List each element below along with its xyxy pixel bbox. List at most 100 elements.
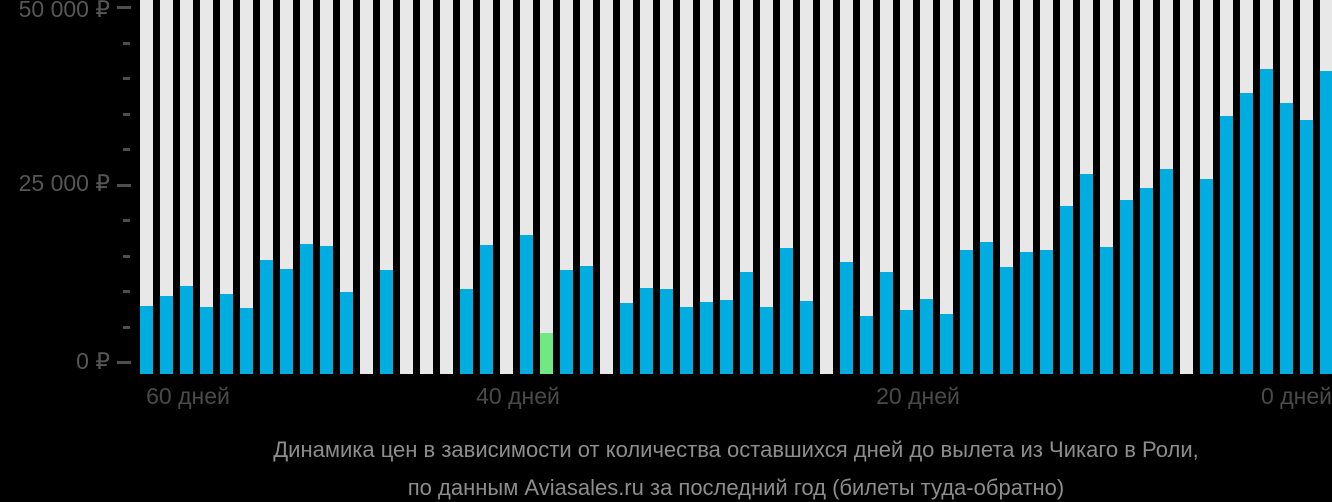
price-bar[interactable] — [920, 299, 933, 374]
day-column-bg — [940, 0, 953, 374]
day-column-bg — [900, 0, 913, 374]
y-axis-major-tick — [117, 6, 131, 9]
day-column-bg — [600, 0, 613, 374]
day-column-bg — [800, 0, 813, 374]
price-bar[interactable] — [580, 265, 593, 374]
y-axis-minor-tick — [123, 254, 130, 258]
price-bar[interactable] — [480, 245, 493, 374]
price-bar[interactable] — [1060, 205, 1073, 374]
price-bar[interactable] — [680, 307, 693, 374]
price-bar[interactable] — [960, 250, 973, 374]
price-bar[interactable] — [940, 314, 953, 374]
day-column-bg — [360, 0, 373, 374]
day-column-bg — [420, 0, 433, 374]
x-axis-label-20-days: 20 дней — [876, 383, 960, 409]
price-bar-lowest[interactable] — [540, 332, 553, 374]
price-bar[interactable] — [1080, 174, 1093, 374]
y-axis-label-50000: 50 000 ₽ — [18, 0, 110, 22]
price-bar[interactable] — [380, 270, 393, 374]
price-bar[interactable] — [1220, 116, 1233, 374]
price-bar[interactable] — [300, 243, 313, 374]
day-column-bg — [440, 0, 453, 374]
day-column-bg — [220, 0, 233, 374]
price-bar[interactable] — [1040, 250, 1053, 374]
price-bar[interactable] — [180, 285, 193, 374]
y-axis-major-tick — [117, 361, 131, 364]
y-axis-label-0: 0 ₽ — [76, 348, 110, 374]
day-column-bg — [1180, 0, 1193, 374]
day-column-bg — [920, 0, 933, 374]
price-bar[interactable] — [320, 246, 333, 374]
day-column-bg — [200, 0, 213, 374]
price-bar[interactable] — [900, 309, 913, 374]
x-axis-label-60-days: 60 дней — [146, 383, 230, 409]
price-bar[interactable] — [240, 307, 253, 374]
day-column-bg — [140, 0, 153, 374]
price-bar[interactable] — [760, 307, 773, 374]
price-bar[interactable] — [280, 268, 293, 374]
y-axis-label-25000: 25 000 ₽ — [18, 170, 110, 196]
price-bar[interactable] — [1140, 187, 1153, 374]
price-bar[interactable] — [840, 261, 853, 374]
day-column-bg — [820, 0, 833, 374]
y-axis-minor-tick — [123, 290, 130, 293]
day-column-bg — [160, 0, 173, 374]
price-bar[interactable] — [860, 315, 873, 374]
price-bar[interactable] — [1100, 246, 1113, 374]
price-bar[interactable] — [1320, 71, 1332, 374]
price-bar[interactable] — [1000, 267, 1013, 374]
y-axis-major-tick — [117, 183, 131, 187]
y-axis-minor-tick — [123, 148, 130, 151]
day-column-bg — [700, 0, 713, 374]
y-axis-minor-tick — [123, 219, 130, 222]
price-bar[interactable] — [1300, 120, 1313, 374]
day-column-bg — [460, 0, 473, 374]
day-column-bg — [660, 0, 673, 374]
price-bar[interactable] — [160, 295, 173, 374]
x-axis-label-0-days: 0 дней — [1261, 383, 1332, 409]
price-bar[interactable] — [1260, 68, 1273, 374]
y-axis-minor-tick — [123, 77, 130, 80]
price-bar[interactable] — [640, 287, 653, 374]
price-bar[interactable] — [220, 294, 233, 374]
y-axis-minor-tick — [123, 41, 130, 45]
price-bar[interactable] — [140, 305, 153, 374]
chart-subtitle: по данным Aviasales.ru за последний год … — [407, 475, 1065, 500]
price-bar[interactable] — [620, 302, 633, 374]
day-column-bg — [760, 0, 773, 374]
price-bar[interactable] — [1020, 251, 1033, 374]
day-column-bg — [620, 0, 633, 374]
day-column-bg — [680, 0, 693, 374]
price-bar[interactable] — [340, 292, 353, 374]
price-bar[interactable] — [460, 289, 473, 374]
price-bar[interactable] — [720, 300, 733, 374]
price-bar[interactable] — [780, 248, 793, 374]
y-axis-minor-tick — [123, 325, 130, 329]
price-bar[interactable] — [1280, 103, 1293, 374]
y-axis-minor-tick — [123, 112, 130, 116]
price-bar[interactable] — [520, 234, 533, 374]
price-bar[interactable] — [260, 260, 273, 374]
price-bar[interactable] — [1120, 199, 1133, 374]
price-bar[interactable] — [200, 307, 213, 374]
price-bar[interactable] — [560, 270, 573, 374]
price-bar[interactable] — [980, 241, 993, 374]
day-column-bg — [340, 0, 353, 374]
price-bar[interactable] — [660, 289, 673, 374]
chart-title: Динамика цен в зависимости от количества… — [273, 437, 1199, 462]
day-column-bg — [640, 0, 653, 374]
x-axis-label-40-days: 40 дней — [476, 383, 560, 409]
day-column-bg — [500, 0, 513, 374]
price-bar[interactable] — [800, 300, 813, 374]
day-column-bg — [860, 0, 873, 374]
price-bar[interactable] — [1160, 168, 1173, 374]
price-bar[interactable] — [880, 272, 893, 374]
day-column-bg — [180, 0, 193, 374]
day-column-bg — [720, 0, 733, 374]
day-column-bg — [240, 0, 253, 374]
price-bar[interactable] — [700, 302, 713, 374]
price-bar[interactable] — [1240, 92, 1253, 374]
price-bar[interactable] — [740, 272, 753, 374]
price-bar[interactable] — [1200, 179, 1213, 374]
